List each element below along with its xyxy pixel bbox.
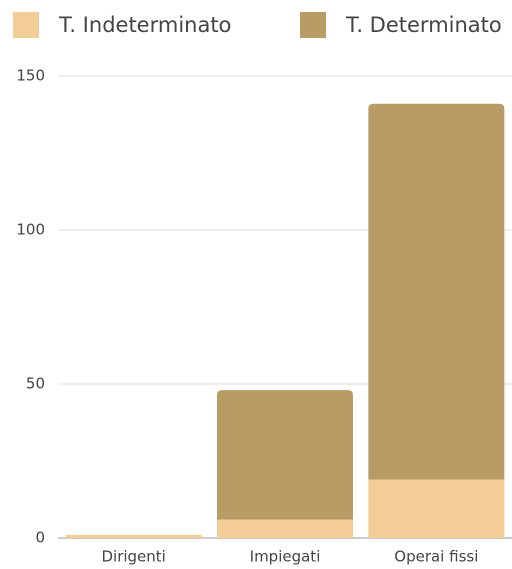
- y-tick-label: 150: [16, 67, 45, 85]
- bar-segment: [368, 479, 505, 538]
- bar-segment: [65, 534, 202, 538]
- legend-swatch: [300, 12, 326, 38]
- bar-segment: [217, 390, 353, 520]
- x-tick-label: Operai fissi: [394, 548, 478, 566]
- x-tick-label: Impiegati: [250, 548, 321, 566]
- legend-label: T. Indeterminato: [58, 13, 231, 37]
- legend-swatch: [13, 12, 39, 38]
- y-tick-label: 50: [26, 375, 45, 393]
- bar-segment: [368, 103, 505, 480]
- legend-label: T. Determinato: [345, 13, 502, 37]
- y-tick-label: 0: [35, 529, 45, 547]
- x-tick-label: Dirigenti: [101, 548, 165, 566]
- y-tick-label: 100: [16, 221, 45, 239]
- bar-segment: [217, 519, 353, 538]
